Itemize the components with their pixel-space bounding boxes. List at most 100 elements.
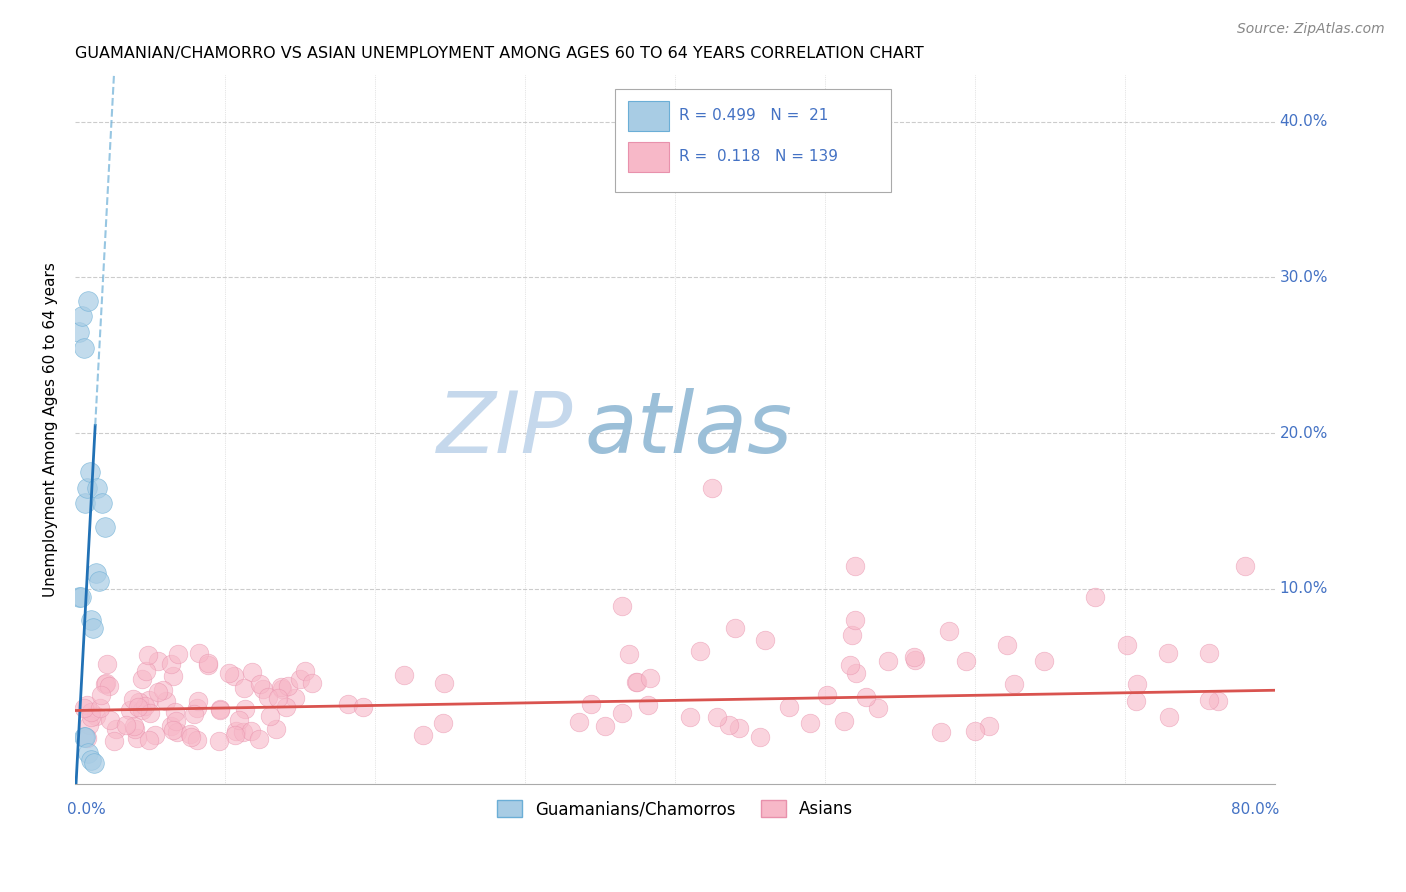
Point	[242, 665, 264, 680]
Point	[270, 682, 292, 697]
Point	[138, 693, 160, 707]
Point	[612, 599, 634, 613]
Point	[208, 733, 231, 747]
Point	[138, 732, 160, 747]
Point	[94, 519, 117, 533]
Point	[1084, 590, 1107, 604]
Point	[84, 708, 107, 723]
Point	[87, 574, 110, 589]
Text: 10.0%: 10.0%	[1279, 582, 1329, 597]
Point	[249, 677, 271, 691]
Point	[135, 664, 157, 678]
Point	[104, 723, 127, 737]
Point	[626, 675, 648, 690]
Point	[127, 699, 149, 714]
FancyBboxPatch shape	[614, 89, 891, 192]
Point	[579, 697, 602, 711]
Point	[122, 719, 145, 733]
Point	[89, 701, 111, 715]
Point	[83, 756, 105, 771]
Point	[165, 705, 187, 719]
Text: 20.0%: 20.0%	[1279, 425, 1329, 441]
Point	[73, 341, 96, 355]
Point	[80, 613, 103, 627]
Point	[84, 566, 107, 581]
Point	[162, 669, 184, 683]
Point	[1126, 677, 1149, 691]
Point	[619, 647, 641, 661]
Point	[128, 695, 150, 709]
Point	[159, 657, 181, 671]
Point	[1157, 710, 1180, 724]
Point	[208, 702, 231, 716]
Point	[1206, 694, 1229, 708]
Text: 40.0%: 40.0%	[1279, 114, 1329, 129]
Point	[131, 703, 153, 717]
Point	[841, 628, 863, 642]
Point	[183, 707, 205, 722]
Point	[218, 666, 240, 681]
Point	[749, 730, 772, 744]
Point	[76, 731, 98, 745]
Point	[724, 621, 747, 635]
Point	[90, 496, 112, 510]
Point	[728, 721, 751, 735]
Point	[1234, 558, 1257, 573]
Point	[97, 679, 120, 693]
Point	[166, 724, 188, 739]
Point	[90, 688, 112, 702]
Text: ZIP: ZIP	[437, 388, 572, 471]
Point	[143, 728, 166, 742]
Point	[626, 675, 648, 690]
Point	[1116, 638, 1139, 652]
Point	[1002, 677, 1025, 691]
Point	[197, 657, 219, 672]
Point	[301, 675, 323, 690]
Point	[294, 665, 316, 679]
Point	[247, 731, 270, 746]
Point	[67, 590, 90, 604]
Point	[277, 679, 299, 693]
Point	[186, 732, 208, 747]
Point	[124, 723, 146, 737]
Point	[79, 465, 101, 479]
Point	[1198, 647, 1220, 661]
Point	[433, 676, 456, 690]
Point	[131, 672, 153, 686]
Point	[977, 719, 1000, 733]
Point	[152, 683, 174, 698]
Point	[77, 293, 100, 308]
Point	[79, 705, 101, 719]
Point	[868, 700, 890, 714]
Point	[834, 714, 856, 729]
Point	[963, 724, 986, 739]
Point	[567, 715, 589, 730]
Point	[257, 690, 280, 705]
Point	[162, 723, 184, 737]
Point	[266, 722, 288, 736]
Point	[148, 685, 170, 699]
Point	[180, 730, 202, 744]
Point	[637, 698, 659, 713]
Point	[127, 731, 149, 746]
Point	[929, 724, 952, 739]
Point	[122, 692, 145, 706]
Point	[179, 726, 201, 740]
Point	[284, 690, 307, 705]
Point	[267, 690, 290, 705]
Point	[679, 710, 702, 724]
Point	[67, 325, 90, 339]
Point	[1198, 693, 1220, 707]
Point	[336, 697, 359, 711]
Point	[997, 638, 1019, 652]
Point	[73, 701, 96, 715]
Point	[80, 753, 103, 767]
Text: 80.0%: 80.0%	[1232, 803, 1279, 817]
Point	[855, 690, 877, 704]
Point	[1125, 693, 1147, 707]
Point	[228, 714, 250, 728]
Point	[197, 656, 219, 670]
Point	[69, 590, 91, 604]
Point	[225, 723, 247, 738]
Point	[706, 709, 728, 723]
